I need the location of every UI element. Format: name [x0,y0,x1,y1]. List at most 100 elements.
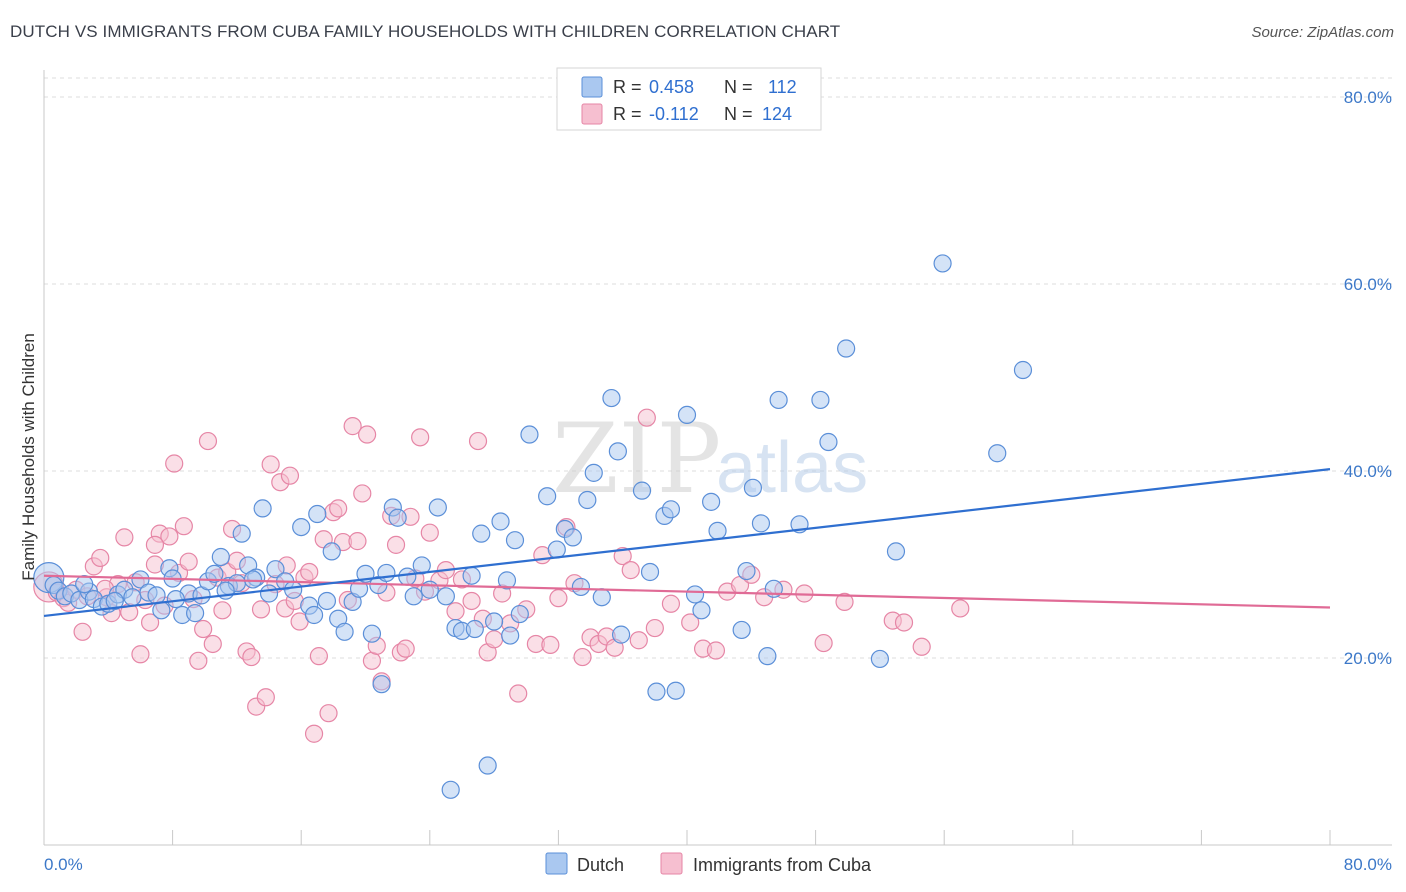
dutch-point [123,588,142,607]
bottom-legend-swatch-dutch [545,852,568,875]
cuba-point [386,535,406,554]
dutch-point [640,562,660,582]
cuba-point [174,517,193,536]
cuba-point [213,601,232,620]
cuba-point [140,613,160,632]
y-tick-label: 60.0% [1344,275,1392,294]
dutch-point [677,405,697,424]
cuba-point [160,527,179,546]
dutch-point [933,254,952,273]
dutch-point [743,478,763,497]
dutch-point [497,571,517,590]
source-label: Source: ZipAtlas.com [1251,24,1394,41]
dutch-point [428,498,447,517]
cuba-point [951,599,970,618]
cuba-point [462,591,481,611]
cuba-point [261,455,280,474]
dutch-point [317,591,337,611]
dutch-point [538,487,557,506]
dutch-point [472,524,491,543]
dutch-point [105,591,124,611]
chart-title: DUTCH VS IMMIGRANTS FROM CUBA FAMILY HOU… [10,22,841,41]
dutch-point [632,481,652,500]
legend-swatch-dutch [581,76,603,98]
cuba-point [189,651,208,670]
legend-n-value-cuba: 124 [762,104,792,124]
dutch-point [335,622,354,641]
series-dutch-points [33,254,1033,799]
dutch-point [478,756,497,775]
cuba-point [115,528,134,547]
legend-r-value-cuba: -0.112 [649,104,699,124]
cuba-point [348,532,367,551]
cuba-point [645,618,664,638]
dutch-point [647,682,666,701]
trend-line-cuba [43,574,1331,609]
dutch-point [266,560,285,579]
cuba-point [91,548,110,568]
dutch-point [666,681,685,700]
cuba-point [242,647,261,667]
bottom-legend-swatch-cuba [660,852,683,875]
dutch-point [211,547,230,567]
cuba-point [198,431,218,451]
legend-box: R = 0.458 N = 112 R = -0.112 N = 124 [556,67,822,131]
dutch-point [284,580,303,599]
dutch-point [377,563,396,583]
bottom-legend-label-dutch: Dutch [577,855,624,875]
dutch-point [491,512,510,531]
cuba-point [894,613,914,632]
dutch-point [886,542,906,561]
cuba-point [835,592,854,612]
cuba-point [319,704,338,723]
cuba-point [145,535,165,554]
dutch-point [505,531,525,550]
dutch-point [547,540,566,559]
dutch-point [412,556,431,575]
cuba-point [446,602,465,621]
cuba-point [396,639,415,658]
y-tick-label: 40.0% [1344,462,1392,481]
dutch-point [708,521,727,540]
dutch-point [702,492,721,511]
cuba-point [280,466,300,485]
series-cuba-points [33,408,970,743]
trend-line-dutch [43,468,1331,618]
dutch-point [692,601,711,620]
dutch-point [131,570,150,589]
legend-r-value-dutch: 0.458 [649,77,694,97]
legend-n-value-dutch: 112 [768,77,797,97]
dutch-point [751,514,771,533]
dutch-point [732,620,751,640]
dutch-point [501,626,520,645]
cuba-point [131,645,150,664]
bottom-legend-label-cuba: Immigrants from Cuba [693,855,872,875]
dutch-point [578,490,597,510]
dutch-point [563,528,582,547]
cuba-point [304,724,324,743]
cuba-point [629,631,648,650]
dutch-point [737,561,756,581]
cuba-point [73,622,92,641]
y-tick-labels: 20.0% 40.0% 60.0% 80.0% [1344,88,1392,668]
cuba-point [300,562,319,582]
dutch-point [510,604,529,624]
dutch-point [462,566,481,585]
cuba-point [621,561,640,580]
axes [43,70,1392,846]
dutch-point [611,625,631,644]
dutch-point [584,463,603,482]
trend-lines [43,468,1331,618]
y-tick-label: 80.0% [1344,88,1392,107]
dutch-point [837,339,856,358]
legend-n-label-dutch: N = [724,77,753,97]
cuba-point [541,635,560,655]
dutch-point [292,517,311,537]
dutch-point [485,612,504,631]
y-tick-label: 20.0% [1344,649,1392,668]
cuba-point [203,634,222,654]
cuba-point [309,647,328,666]
watermark-zip: ZIP [552,403,721,515]
bottom-legend: Dutch Immigrants from Cuba [545,852,872,875]
